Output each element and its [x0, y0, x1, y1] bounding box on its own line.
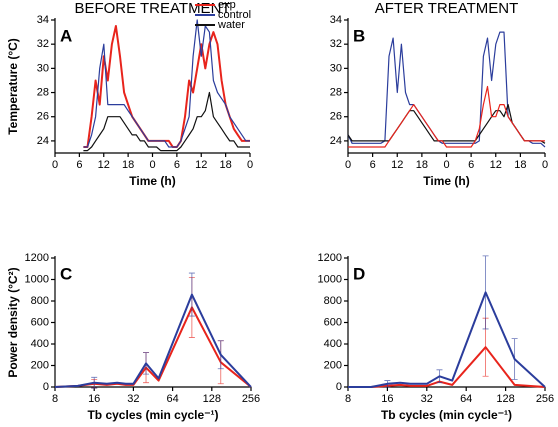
y-tick-label: 26	[37, 111, 49, 123]
x-tick-label: 6	[76, 159, 82, 171]
y-tick-label: 32	[330, 38, 342, 50]
panel-label: A	[60, 26, 72, 45]
y-tick-label: 32	[37, 38, 49, 50]
x-tick-label: 256	[242, 393, 260, 405]
y-tick-label: 200	[324, 359, 342, 371]
x-tick-label: 6	[370, 159, 376, 171]
y-tick-label: 800	[324, 295, 342, 307]
x-tick-label: 0	[443, 159, 449, 171]
x-tick-label: 128	[203, 393, 221, 405]
y-tick-label: 400	[324, 338, 342, 350]
x-tick-label: 12	[195, 159, 207, 171]
x-tick-label: 16	[88, 393, 100, 405]
x-tick-label: 12	[98, 159, 110, 171]
y-tick-label: 24	[37, 135, 49, 147]
panel-label: C	[60, 264, 72, 283]
x-tick-label: 64	[166, 393, 178, 405]
x-tick-label: 18	[416, 159, 428, 171]
x-tick-label: 256	[536, 393, 554, 405]
x-tick-label: 128	[496, 393, 514, 405]
series-line	[348, 346, 546, 388]
x-tick-label: 16	[381, 393, 393, 405]
y-tick-label: 1000	[25, 273, 49, 285]
legend-label: water	[217, 19, 245, 31]
series-line	[83, 19, 250, 148]
x-tick-label: 8	[52, 393, 58, 405]
legend-label: control	[218, 9, 251, 21]
x-tick-label: 0	[542, 159, 548, 171]
x-tick-label: 18	[220, 159, 232, 171]
y-tick-label: 24	[330, 135, 342, 147]
x-tick-label: 64	[460, 393, 472, 405]
x-tick-label: 32	[127, 393, 139, 405]
x-tick-label: 0	[149, 159, 155, 171]
y-tick-label: 400	[31, 338, 49, 350]
x-tick-label: 12	[391, 159, 403, 171]
y-tick-label: 200	[31, 359, 49, 371]
series-line	[54, 306, 252, 388]
series-line	[348, 85, 545, 148]
x-tick-label: 18	[122, 159, 134, 171]
panel-label: B	[353, 26, 365, 45]
y-tick-label: 30	[330, 62, 342, 74]
panel-title: BEFORE TREATMENT	[74, 0, 230, 17]
x-tick-label: 12	[490, 159, 502, 171]
y-tick-label: 1000	[318, 273, 342, 285]
y-tick-label: 34	[330, 14, 342, 26]
y-tick-label: 0	[336, 381, 342, 393]
y-tick-label: 1200	[25, 252, 49, 264]
y-axis-label: Power density (°C²)	[6, 267, 20, 377]
y-tick-label: 28	[37, 86, 49, 98]
y-tick-label: 600	[31, 316, 49, 328]
y-tick-label: 28	[330, 86, 342, 98]
panel-title: AFTER TREATMENT	[375, 0, 519, 17]
series-line	[348, 291, 546, 388]
x-tick-label: 0	[52, 159, 58, 171]
y-axis-label: Temperature (°C)	[6, 38, 20, 135]
series-line	[347, 31, 546, 148]
series-line	[54, 293, 252, 388]
series-line	[347, 104, 546, 144]
x-axis-label: Time (h)	[129, 174, 175, 188]
x-tick-label: 0	[247, 159, 253, 171]
x-tick-label: 18	[514, 159, 526, 171]
x-tick-label: 8	[345, 393, 351, 405]
y-tick-label: 26	[330, 111, 342, 123]
x-tick-label: 32	[421, 393, 433, 405]
legend-label: exp	[218, 0, 236, 11]
x-tick-label: 0	[345, 159, 351, 171]
y-tick-label: 800	[31, 295, 49, 307]
series-line	[83, 91, 250, 152]
y-tick-label: 30	[37, 62, 49, 74]
y-tick-label: 1200	[318, 252, 342, 264]
panel-label: D	[353, 264, 365, 283]
y-tick-label: 34	[37, 14, 49, 26]
y-tick-label: 600	[324, 316, 342, 328]
series-line	[83, 25, 250, 148]
x-axis-label: Time (h)	[423, 174, 469, 188]
x-tick-label: 6	[174, 159, 180, 171]
x-axis-label: Tb cycles (min cycle⁻¹)	[381, 408, 512, 422]
x-tick-label: 6	[468, 159, 474, 171]
x-axis-label: Tb cycles (min cycle⁻¹)	[87, 408, 218, 422]
y-tick-label: 0	[43, 381, 49, 393]
